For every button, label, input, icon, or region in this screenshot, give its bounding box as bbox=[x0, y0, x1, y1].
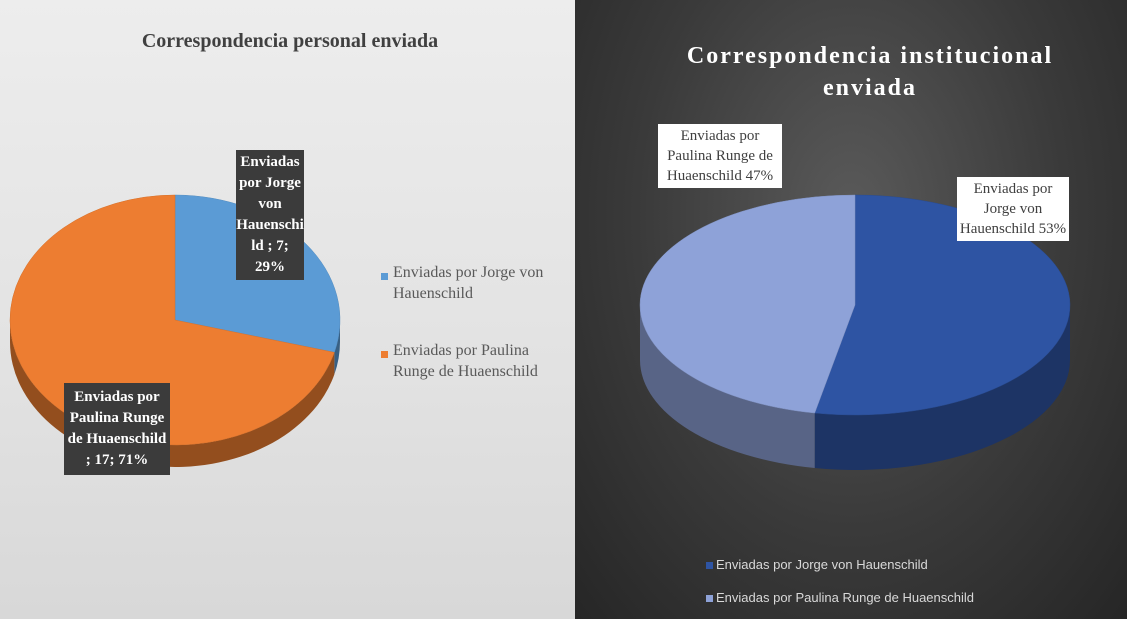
legend-label: Enviadas por Paulina Runge de Huaenschil… bbox=[393, 342, 538, 380]
legend-label: Enviadas por Jorge von Hauenschild bbox=[393, 264, 544, 302]
slice bbox=[9, 194, 335, 446]
legend-label: Enviadas por Jorge von Hauenschild bbox=[716, 557, 928, 572]
data-label: Enviadas por Jorge von Hauenschild ; 7; … bbox=[236, 150, 304, 280]
legend-swatch bbox=[381, 351, 388, 358]
data-label: Enviadas por Paulina Runge de Huaenschil… bbox=[64, 383, 170, 475]
data-label: Enviadas por Jorge von Hauenschild 53% bbox=[957, 177, 1069, 241]
legend-swatch bbox=[381, 273, 388, 280]
data-label: Enviadas por Paulina Runge de Huaenschil… bbox=[658, 124, 782, 188]
legend-swatch bbox=[706, 595, 713, 602]
slice-side bbox=[334, 320, 340, 375]
legend-swatch bbox=[706, 562, 713, 569]
slice-side bbox=[640, 305, 815, 469]
legend-label: Enviadas por Paulina Runge de Huaenschil… bbox=[716, 590, 975, 605]
chart-title: Correspondencia institucional enviada bbox=[686, 43, 1054, 101]
slice bbox=[639, 194, 856, 414]
slice bbox=[814, 194, 1071, 416]
slice-side bbox=[814, 305, 1070, 470]
chart-title: Correspondencia personal enviada bbox=[141, 30, 439, 52]
